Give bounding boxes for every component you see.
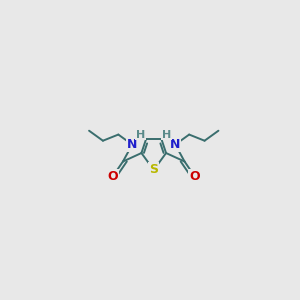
Text: N: N	[170, 138, 181, 151]
Text: H: H	[162, 130, 172, 140]
Text: O: O	[189, 169, 200, 183]
Text: H: H	[136, 130, 145, 140]
Text: S: S	[149, 164, 158, 176]
Text: N: N	[127, 138, 137, 151]
Text: O: O	[108, 169, 118, 183]
